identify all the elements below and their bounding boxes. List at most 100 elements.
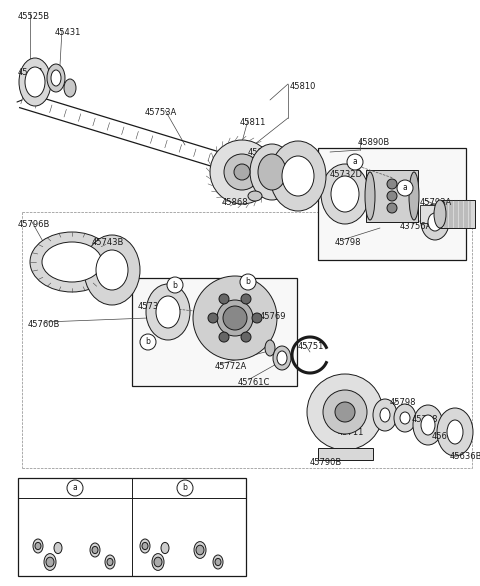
- Ellipse shape: [46, 557, 54, 567]
- Ellipse shape: [107, 558, 113, 565]
- Bar: [440, 200, 475, 228]
- Ellipse shape: [373, 399, 397, 431]
- Ellipse shape: [25, 67, 45, 97]
- Ellipse shape: [409, 172, 419, 220]
- Ellipse shape: [387, 179, 397, 189]
- Text: 45761C: 45761C: [238, 378, 270, 387]
- Text: b: b: [145, 338, 150, 346]
- Ellipse shape: [335, 402, 355, 422]
- Ellipse shape: [421, 415, 435, 435]
- Text: 45793A: 45793A: [420, 198, 452, 207]
- Ellipse shape: [421, 204, 449, 240]
- Ellipse shape: [434, 200, 446, 228]
- Ellipse shape: [154, 557, 162, 567]
- Bar: [18, 478, 246, 576]
- Text: 45904: 45904: [55, 518, 79, 527]
- Ellipse shape: [140, 539, 150, 553]
- Text: 45431: 45431: [18, 68, 44, 77]
- Text: a: a: [353, 158, 358, 166]
- Ellipse shape: [35, 543, 41, 550]
- Ellipse shape: [194, 541, 206, 558]
- Ellipse shape: [273, 346, 291, 370]
- Ellipse shape: [213, 555, 223, 569]
- Text: b: b: [246, 278, 251, 287]
- Text: 45904: 45904: [195, 544, 219, 553]
- Ellipse shape: [447, 420, 463, 444]
- Ellipse shape: [321, 164, 369, 224]
- Text: 45897C: 45897C: [68, 534, 97, 543]
- Text: 45798: 45798: [335, 238, 361, 247]
- Ellipse shape: [210, 140, 274, 204]
- Ellipse shape: [248, 191, 262, 201]
- Ellipse shape: [92, 546, 98, 554]
- Ellipse shape: [270, 141, 326, 211]
- Text: 45796B: 45796B: [18, 220, 50, 229]
- Text: 45790B: 45790B: [310, 458, 342, 467]
- Ellipse shape: [241, 332, 251, 342]
- Ellipse shape: [47, 64, 65, 92]
- Text: 45732D: 45732D: [330, 170, 363, 179]
- Ellipse shape: [84, 235, 140, 305]
- Ellipse shape: [400, 412, 410, 424]
- Ellipse shape: [152, 554, 164, 570]
- Text: a: a: [72, 483, 77, 492]
- Circle shape: [240, 274, 256, 290]
- Circle shape: [167, 277, 183, 293]
- Bar: [318, 148, 466, 260]
- Text: 45904: 45904: [102, 544, 126, 553]
- Text: 45811: 45811: [240, 118, 266, 127]
- Bar: [318, 448, 373, 460]
- Ellipse shape: [428, 213, 442, 231]
- Circle shape: [347, 154, 363, 170]
- Text: 45798: 45798: [412, 415, 439, 424]
- Ellipse shape: [193, 276, 277, 360]
- Ellipse shape: [387, 203, 397, 213]
- Text: b: b: [173, 281, 178, 289]
- Text: 45772A: 45772A: [215, 362, 247, 371]
- Circle shape: [140, 334, 156, 350]
- Ellipse shape: [323, 390, 367, 434]
- Ellipse shape: [413, 405, 443, 445]
- Ellipse shape: [241, 294, 251, 304]
- Ellipse shape: [224, 154, 260, 190]
- Ellipse shape: [19, 58, 51, 106]
- Ellipse shape: [365, 172, 375, 220]
- Text: a: a: [403, 183, 408, 192]
- Ellipse shape: [215, 558, 221, 565]
- Ellipse shape: [234, 164, 250, 180]
- Ellipse shape: [258, 154, 286, 190]
- Ellipse shape: [105, 555, 115, 569]
- Ellipse shape: [331, 176, 359, 212]
- Ellipse shape: [387, 191, 397, 201]
- Ellipse shape: [307, 374, 383, 450]
- Ellipse shape: [96, 250, 128, 290]
- Text: 45777: 45777: [132, 558, 156, 567]
- Text: 45868: 45868: [222, 198, 249, 207]
- Ellipse shape: [282, 156, 314, 196]
- Text: 45810: 45810: [290, 82, 316, 91]
- Ellipse shape: [208, 313, 218, 323]
- Text: 43756A: 43756A: [400, 222, 432, 231]
- Ellipse shape: [277, 351, 287, 365]
- Text: 45711: 45711: [338, 428, 364, 437]
- Text: 45662: 45662: [432, 432, 458, 441]
- Text: 45636B: 45636B: [450, 452, 480, 461]
- Text: 45819: 45819: [278, 168, 304, 177]
- Text: 45798: 45798: [390, 398, 417, 407]
- Circle shape: [177, 480, 193, 496]
- Text: 45760B: 45760B: [28, 320, 60, 329]
- Text: 45732D: 45732D: [138, 302, 171, 311]
- Ellipse shape: [252, 313, 262, 323]
- Ellipse shape: [380, 408, 390, 422]
- Ellipse shape: [33, 539, 43, 553]
- Ellipse shape: [250, 144, 294, 200]
- Text: 45904: 45904: [148, 518, 172, 527]
- Ellipse shape: [51, 70, 61, 86]
- Text: 45431: 45431: [55, 28, 82, 37]
- Text: 45743B: 45743B: [92, 238, 124, 247]
- Text: 45525B: 45525B: [18, 12, 50, 21]
- Text: 45767B: 45767B: [158, 534, 188, 543]
- Circle shape: [67, 480, 83, 496]
- Text: 45777: 45777: [115, 558, 139, 567]
- Ellipse shape: [196, 545, 204, 555]
